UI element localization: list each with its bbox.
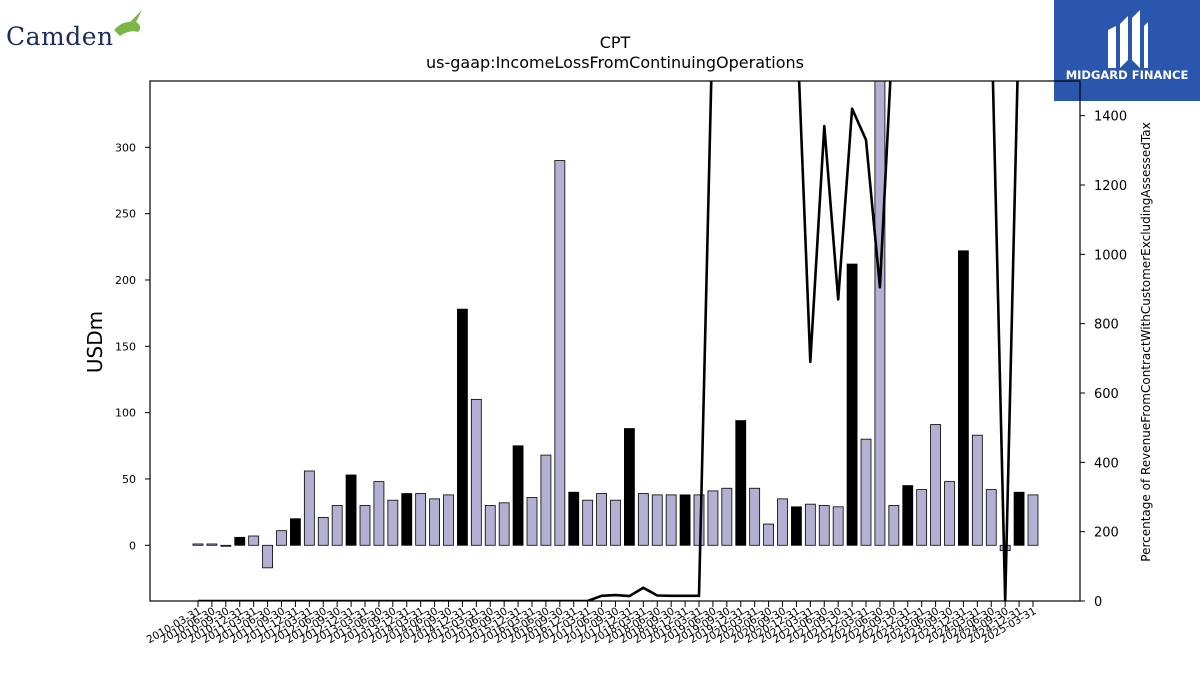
- y2-tick-label: 800: [1094, 318, 1119, 333]
- camden-logo: Camden: [6, 8, 146, 54]
- bar: [248, 535, 260, 546]
- y2-tick-label: 1200: [1094, 179, 1127, 194]
- bar: [276, 530, 287, 546]
- bar: [457, 308, 468, 546]
- bar: [568, 491, 580, 546]
- bar: [916, 489, 928, 546]
- y2-axis-label: Percentage of RevenueFromContractWithCus…: [1139, 122, 1153, 561]
- plot-area: [192, 81, 1039, 601]
- bar: [665, 494, 677, 546]
- bar: [484, 505, 496, 546]
- y2-tick-label: 1400: [1094, 110, 1127, 125]
- bar: [624, 428, 635, 546]
- bar: [303, 470, 315, 546]
- camden-logo-text: Camden: [6, 22, 114, 51]
- bar: [429, 498, 440, 546]
- bar: [206, 543, 218, 546]
- y-tick-label: 0: [129, 539, 136, 552]
- bar: [944, 481, 955, 546]
- y2-tick-label: 600: [1094, 387, 1119, 402]
- bar: [888, 505, 900, 546]
- bar: [512, 445, 524, 546]
- bar: [610, 499, 621, 546]
- midgard-finance-logo: MIDGARD FINANCE: [1054, 0, 1200, 101]
- bar: [846, 263, 858, 546]
- bar: [902, 485, 914, 546]
- bar: [679, 494, 691, 546]
- bar: [735, 420, 747, 546]
- bar: [818, 505, 830, 546]
- bar: [930, 424, 941, 546]
- y-tick-label: 300: [115, 141, 136, 154]
- bar: [443, 494, 454, 546]
- bar: [874, 81, 886, 546]
- bar: [749, 487, 761, 546]
- bar: [290, 518, 301, 546]
- bar: [958, 250, 969, 546]
- bar: [192, 543, 204, 546]
- bar: [373, 481, 385, 546]
- bar: [596, 493, 607, 546]
- bar: [651, 494, 663, 546]
- y2-tick-label: 0: [1094, 595, 1102, 610]
- y-tick-label: 200: [115, 274, 136, 287]
- bar: [707, 490, 719, 546]
- y-tick-label: 50: [122, 473, 136, 486]
- bar: [415, 493, 427, 546]
- bar: [345, 474, 357, 546]
- series-line: [198, 81, 1019, 601]
- bar: [526, 497, 538, 546]
- bar: [791, 506, 802, 546]
- bar: [331, 505, 343, 546]
- bar: [470, 398, 482, 546]
- bar: [832, 506, 844, 546]
- bar: [220, 544, 232, 547]
- y2-tick-label: 200: [1094, 526, 1119, 541]
- bar: [860, 438, 872, 546]
- bar: [1013, 491, 1025, 546]
- bar: [262, 544, 273, 569]
- midgard-logo-text: MIDGARD FINANCE: [1065, 68, 1189, 82]
- bar: [804, 503, 816, 546]
- bar: [1027, 494, 1039, 546]
- y-tick-label: 250: [115, 208, 136, 221]
- bar: [985, 489, 997, 546]
- bar: [777, 498, 788, 546]
- y-tick-label: 100: [115, 407, 136, 420]
- bar: [317, 517, 329, 546]
- bar: [721, 487, 733, 546]
- bar: [401, 493, 413, 546]
- bar: [387, 499, 399, 546]
- y-tick-label: 150: [115, 340, 136, 353]
- bar: [498, 502, 510, 546]
- midgard-logo-icon: [1108, 10, 1148, 68]
- bar: [359, 505, 371, 546]
- chart-subtitle: us-gaap:IncomeLossFromContinuingOperatio…: [426, 53, 804, 72]
- bar: [971, 434, 983, 546]
- y2-tick-label: 1000: [1094, 248, 1127, 263]
- bar: [582, 499, 594, 546]
- bar: [554, 160, 566, 546]
- y2-tick-label: 400: [1094, 456, 1119, 471]
- y-axis-label: USDm: [83, 311, 107, 373]
- bar: [234, 536, 246, 546]
- bar: [637, 493, 649, 546]
- bar: [540, 454, 552, 546]
- chart-title: CPT: [600, 33, 631, 52]
- bar: [763, 523, 774, 546]
- hummingbird-icon: [114, 10, 142, 36]
